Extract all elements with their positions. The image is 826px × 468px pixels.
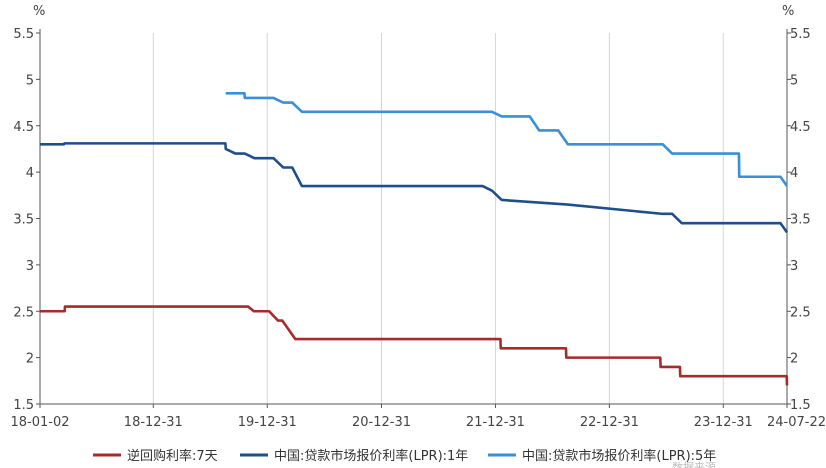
legend-label-1: 中国:贷款市场报价利率(LPR):1年 xyxy=(274,448,468,464)
y-tick-label-left-6: 2.5 xyxy=(13,305,34,320)
x-tick-label-4: 21-12-31 xyxy=(466,415,525,430)
legend: 逆回购利率:7天 中国:贷款市场报价利率(LPR):1年 中国:贷款市场报价利率(L… xyxy=(93,448,716,464)
y-tick-label-left-5: 3 xyxy=(26,259,34,274)
y-tick-label-left-8: 1.5 xyxy=(13,398,34,413)
legend-label-0: 逆回购利率:7天 xyxy=(127,448,218,464)
x-tick-label-7: 24-07-22 xyxy=(767,415,826,430)
y-unit-right: % xyxy=(782,4,794,19)
x-tick-label-1: 18-12-31 xyxy=(124,415,183,430)
y-axis-left-ticks: 5.5 5 4.5 4 3.5 3 2.5 2 1.5 xyxy=(13,27,40,413)
y-unit-left: % xyxy=(33,4,45,19)
y-tick-label-right-0: 5.5 xyxy=(790,27,811,42)
y-tick-label-right-7: 2 xyxy=(790,352,798,367)
y-tick-label-right-1: 5 xyxy=(790,73,798,88)
x-tick-label-5: 22-12-31 xyxy=(580,415,639,430)
y-tick-label-right-5: 3 xyxy=(790,259,798,274)
y-tick-label-left-7: 2 xyxy=(26,352,34,367)
footer-text: 数据来源 xyxy=(672,460,716,468)
x-tick-label-0: 18-01-02 xyxy=(10,415,69,430)
axes xyxy=(39,29,788,405)
series-line-1 xyxy=(40,142,789,234)
y-tick-label-left-0: 5.5 xyxy=(13,27,34,42)
y-tick-label-right-6: 2.5 xyxy=(790,305,811,320)
y-tick-label-right-3: 4 xyxy=(790,166,798,181)
y-tick-label-right-4: 3.5 xyxy=(790,213,811,228)
legend-label-2: 中国:贷款市场报价利率(LPR):5年 xyxy=(522,448,716,464)
y-axis-right-ticks: 5.5 5 4.5 4 3.5 3 2.5 2 1.5 xyxy=(787,27,811,413)
x-tick-label-3: 20-12-31 xyxy=(352,415,411,430)
series-line-0 xyxy=(40,305,789,386)
y-tick-label-left-4: 3.5 xyxy=(13,213,34,228)
y-tick-label-left-2: 4.5 xyxy=(13,120,34,135)
x-axis-ticks: 18-01-02 18-12-31 19-12-31 20-12-31 21-12-31… xyxy=(10,404,826,430)
y-tick-label-left-1: 5 xyxy=(26,73,34,88)
y-tick-label-right-8: 1.5 xyxy=(790,398,811,413)
x-tick-label-2: 19-12-31 xyxy=(238,415,297,430)
y-tick-label-right-2: 4.5 xyxy=(790,120,811,135)
series-lines xyxy=(40,91,789,386)
y-tick-label-left-3: 4 xyxy=(26,166,34,181)
series-line-2 xyxy=(225,91,789,187)
vertical-gridlines xyxy=(39,33,788,404)
x-tick-label-6: 23-12-31 xyxy=(694,415,753,430)
